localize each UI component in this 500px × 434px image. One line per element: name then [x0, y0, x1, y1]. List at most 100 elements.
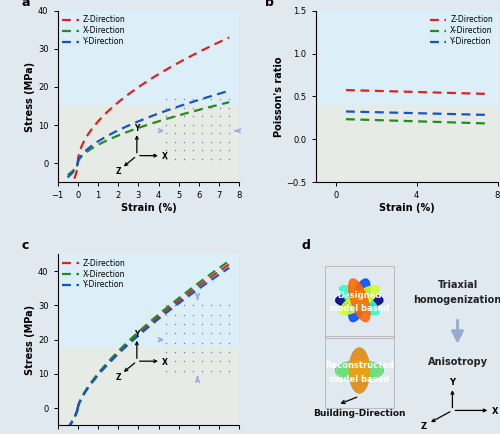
- Polygon shape: [348, 279, 370, 322]
- Line: Y-Direction: Y-Direction: [78, 268, 229, 408]
- Polygon shape: [336, 361, 383, 380]
- Text: Anisotropy: Anisotropy: [428, 357, 488, 367]
- X-Direction: [75, 158, 81, 164]
- Y-Direction: [370, 109, 376, 115]
- Z-Direction: [74, 161, 80, 166]
- Text: a: a: [21, 0, 29, 9]
- Bar: [58, 105, 240, 182]
- Text: model based: model based: [329, 375, 390, 384]
- X-Direction: [74, 161, 80, 166]
- Y-Direction: [484, 112, 490, 118]
- Y-Direction: [74, 406, 80, 411]
- Y-Direction: [168, 107, 173, 112]
- Z-Direction: [165, 66, 171, 71]
- X-Direction: [202, 105, 208, 111]
- Y-Direction: [212, 92, 218, 98]
- X-Direction: [484, 121, 490, 126]
- X-Direction: [352, 117, 358, 122]
- Y-Direction: [348, 109, 354, 114]
- Z-Direction: [348, 88, 354, 93]
- Text: Building-Direction: Building-Direction: [313, 409, 406, 418]
- X-Direction: [370, 117, 376, 122]
- Y-Direction: [75, 158, 81, 163]
- Polygon shape: [336, 293, 383, 308]
- Z-Direction: [226, 35, 232, 40]
- Polygon shape: [336, 361, 383, 380]
- X-Direction: [380, 118, 386, 123]
- Bar: [316, 105, 498, 182]
- Y-axis label: Stress (MPa): Stress (MPa): [25, 305, 35, 375]
- X-Direction: [164, 116, 170, 121]
- Y-Direction: [165, 309, 171, 314]
- Y-Direction: [168, 307, 173, 312]
- Y-Direction: [478, 112, 484, 117]
- X-Direction: [165, 116, 171, 121]
- Line: Y-Direction: Y-Direction: [78, 91, 229, 163]
- Y-Direction: [202, 281, 208, 286]
- X-Direction: [348, 117, 354, 122]
- Line: X-Direction: X-Direction: [346, 119, 488, 123]
- Text: Triaxial: Triaxial: [438, 280, 478, 290]
- X-Direction: [74, 406, 80, 411]
- Z-Direction: [226, 262, 232, 267]
- Z-Direction: [478, 91, 484, 96]
- Text: c: c: [21, 239, 28, 252]
- X-Direction: [472, 121, 478, 126]
- X-Direction: [343, 117, 349, 122]
- X-Direction: [164, 305, 170, 310]
- X-axis label: Strain (%): Strain (%): [120, 203, 176, 213]
- Y-Direction: [164, 309, 170, 315]
- Polygon shape: [340, 286, 379, 315]
- X-Direction: [202, 275, 208, 280]
- Z-Direction: [75, 155, 81, 160]
- X-axis label: Strain (%): Strain (%): [378, 203, 434, 213]
- Y-Direction: [226, 265, 232, 270]
- Z-Direction: [472, 91, 478, 96]
- Z-Direction: [212, 272, 218, 277]
- Y-Direction: [165, 108, 171, 113]
- Y-Direction: [343, 109, 349, 114]
- Y-Direction: [164, 108, 170, 113]
- X-Direction: [75, 403, 81, 408]
- Z-Direction: [380, 89, 386, 94]
- X-Direction: [226, 99, 232, 105]
- Z-Direction: [202, 46, 208, 51]
- Text: homogenization: homogenization: [414, 295, 500, 305]
- Text: b: b: [265, 0, 274, 9]
- X-Direction: [226, 258, 232, 263]
- Z-Direction: [75, 403, 81, 408]
- Z-Direction: [164, 307, 170, 312]
- Z-Direction: [212, 42, 218, 47]
- Polygon shape: [350, 348, 370, 393]
- Y-Direction: [380, 110, 386, 115]
- Z-Direction: [168, 65, 173, 70]
- Y-axis label: Stress (MPa): Stress (MPa): [25, 62, 35, 132]
- Y-Direction: [74, 161, 80, 166]
- Legend: Z-Direction, X-Direction, Y-Direction: Z-Direction, X-Direction, Y-Direction: [62, 258, 126, 290]
- Line: Y-Direction: Y-Direction: [346, 112, 488, 115]
- Z-Direction: [202, 278, 208, 283]
- Y-Direction: [472, 112, 478, 117]
- Z-Direction: [343, 88, 349, 93]
- Bar: [58, 348, 240, 425]
- Y-Direction: [202, 95, 208, 100]
- Line: Z-Direction: Z-Direction: [346, 90, 488, 94]
- Text: Reconstructed: Reconstructed: [325, 361, 394, 370]
- Y-Direction: [212, 275, 218, 280]
- Z-Direction: [370, 88, 376, 93]
- Y-axis label: Poisson's ratio: Poisson's ratio: [274, 56, 284, 137]
- Line: Z-Direction: Z-Direction: [78, 37, 229, 163]
- Y-Direction: [75, 403, 81, 408]
- Line: X-Direction: X-Direction: [78, 261, 229, 408]
- Z-Direction: [352, 88, 358, 93]
- Z-Direction: [484, 91, 490, 96]
- Polygon shape: [348, 279, 370, 322]
- Z-Direction: [165, 306, 171, 312]
- X-Direction: [168, 302, 173, 307]
- Line: Z-Direction: Z-Direction: [78, 264, 229, 408]
- Y-Direction: [352, 109, 358, 114]
- X-Direction: [168, 115, 173, 120]
- X-Direction: [212, 268, 218, 273]
- X-Direction: [478, 121, 484, 126]
- Legend: Z-Direction, X-Direction, Y-Direction: Z-Direction, X-Direction, Y-Direction: [62, 15, 126, 47]
